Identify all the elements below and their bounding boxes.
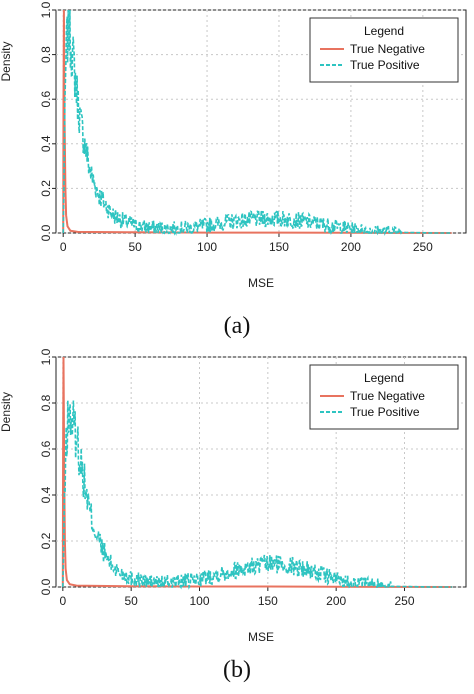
caption-a: (a) bbox=[223, 313, 251, 339]
series-line-true-negative bbox=[61, 356, 453, 588]
y-tick-label: 0.8 bbox=[39, 46, 53, 63]
x-tick-label: 50 bbox=[128, 240, 142, 254]
x-tick-label: 200 bbox=[326, 594, 346, 608]
y-tick-label: 0.6 bbox=[39, 440, 53, 457]
x-tick-label: 250 bbox=[413, 240, 433, 254]
x-tick-label: 0 bbox=[59, 594, 66, 608]
x-tick-label: 100 bbox=[189, 594, 209, 608]
y-tick-label: 0.2 bbox=[39, 532, 53, 549]
y-axis-title: Density bbox=[0, 41, 13, 81]
legend-entry: True Negative bbox=[350, 42, 425, 56]
x-tick-label: 150 bbox=[269, 240, 289, 254]
density-chart-b: 0 50 100 150 200 250 0.0 0.2 0.4 0.6 0.8 1.0 MSE Dens… bbox=[0, 348, 467, 644]
y-tick-label: 0.2 bbox=[39, 180, 53, 197]
x-tick-label: 50 bbox=[124, 594, 138, 608]
x-axis-title: MSE bbox=[248, 276, 274, 290]
y-tick-label: 1.0 bbox=[39, 348, 53, 365]
series-line-true-positive bbox=[62, 9, 452, 237]
density-chart-a: 0 50 100 150 200 250 0.0 0.2 0.4 0.6 0.8 1.0 MSE Dens… bbox=[0, 1, 467, 290]
y-tick-label: 1.0 bbox=[39, 1, 53, 18]
x-tick-label: 100 bbox=[197, 240, 217, 254]
y-tick-label: 0.4 bbox=[39, 135, 53, 152]
legend-title: Legend bbox=[364, 371, 404, 385]
x-tick-label: 150 bbox=[258, 594, 278, 608]
x-tick-label: 200 bbox=[341, 240, 361, 254]
legend-entry: True Negative bbox=[350, 389, 425, 403]
chart-panel-b: 0 50 100 150 200 250 0.0 0.2 0.4 0.6 0.8 1.0 MSE Dens… bbox=[0, 347, 474, 694]
legend-entry: True Positive bbox=[350, 58, 420, 72]
y-tick-label: 0.6 bbox=[39, 91, 53, 108]
legend-title: Legend bbox=[364, 24, 404, 38]
y-tick-label: 0.8 bbox=[39, 394, 53, 411]
legend-entry: True Positive bbox=[350, 405, 420, 419]
y-tick-label: 0.0 bbox=[39, 578, 53, 595]
x-tick-label: 0 bbox=[60, 240, 67, 254]
series-line-true-negative bbox=[62, 9, 452, 234]
series-line-true-positive bbox=[62, 400, 453, 590]
y-axis-title: Density bbox=[0, 392, 13, 432]
y-tick-label: 0.4 bbox=[39, 486, 53, 503]
x-axis-title: MSE bbox=[248, 630, 274, 644]
x-tick-label: 250 bbox=[394, 594, 414, 608]
chart-panel-a: 0 50 100 150 200 250 0.0 0.2 0.4 0.6 0.8 1.0 MSE Dens… bbox=[0, 1, 467, 339]
y-tick-label: 0.0 bbox=[39, 224, 53, 241]
caption-b: (b) bbox=[223, 657, 251, 683]
